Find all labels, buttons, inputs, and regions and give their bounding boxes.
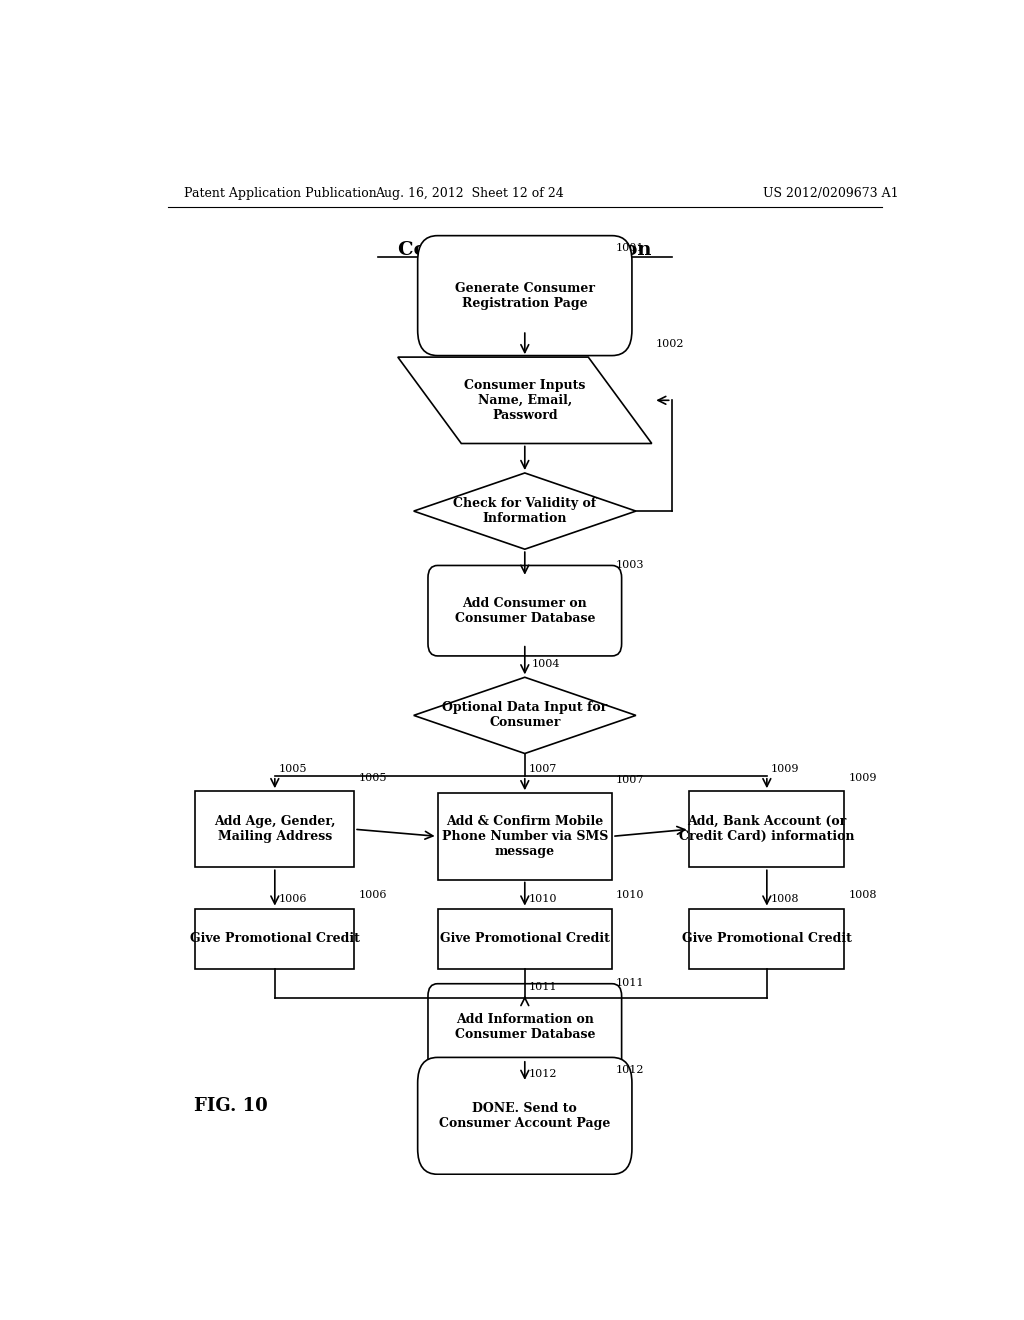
Text: Consumer Registration: Consumer Registration [398, 240, 651, 259]
Text: Consumer Inputs
Name, Email,
Password: Consumer Inputs Name, Email, Password [464, 379, 586, 422]
Text: 1006: 1006 [358, 891, 387, 900]
Text: 1003: 1003 [616, 560, 644, 569]
Text: 1009: 1009 [848, 774, 877, 783]
Bar [437, 908, 612, 969]
Text: 1010: 1010 [528, 895, 557, 904]
Text: 1007: 1007 [528, 764, 557, 774]
Text: DONE. Send to
Consumer Account Page: DONE. Send to Consumer Account Page [439, 1102, 610, 1130]
Text: 1011: 1011 [528, 982, 557, 991]
FancyBboxPatch shape [428, 565, 622, 656]
Text: Add & Confirm Mobile
Phone Number via SMS
message: Add & Confirm Mobile Phone Number via SM… [441, 814, 608, 858]
Text: Optional Data Input for
Consumer: Optional Data Input for Consumer [442, 701, 607, 730]
Text: Aug. 16, 2012  Sheet 12 of 24: Aug. 16, 2012 Sheet 12 of 24 [375, 187, 563, 201]
Text: 1005: 1005 [358, 774, 387, 783]
FancyBboxPatch shape [428, 983, 622, 1071]
Text: 1004: 1004 [531, 659, 560, 669]
Bar [689, 791, 844, 867]
Text: Add, Bank Account (or
Credit Card) information: Add, Bank Account (or Credit Card) infor… [679, 816, 855, 843]
Text: Patent Application Publication: Patent Application Publication [183, 187, 376, 201]
Bar [437, 793, 612, 879]
Bar [689, 908, 844, 969]
Text: 1008: 1008 [771, 895, 800, 904]
Text: FIG. 10: FIG. 10 [195, 1097, 268, 1114]
Polygon shape [397, 358, 652, 444]
Text: Give Promotional Credit: Give Promotional Credit [682, 932, 852, 945]
Text: 1008: 1008 [848, 891, 877, 900]
Text: US 2012/0209673 A1: US 2012/0209673 A1 [763, 187, 898, 201]
Text: Add Age, Gender,
Mailing Address: Add Age, Gender, Mailing Address [214, 816, 336, 843]
Text: 1002: 1002 [655, 339, 684, 348]
Text: 1011: 1011 [616, 978, 644, 987]
Text: 1001: 1001 [616, 243, 644, 253]
Text: 1012: 1012 [616, 1065, 644, 1074]
Text: 1006: 1006 [279, 895, 307, 904]
Text: Add Consumer on
Consumer Database: Add Consumer on Consumer Database [455, 597, 595, 624]
Text: Generate Consumer
Registration Page: Generate Consumer Registration Page [455, 281, 595, 310]
Text: Give Promotional Credit: Give Promotional Credit [189, 932, 359, 945]
Text: Check for Validity of
Information: Check for Validity of Information [454, 498, 596, 525]
Polygon shape [414, 473, 636, 549]
FancyBboxPatch shape [418, 1057, 632, 1175]
Text: Give Promotional Credit: Give Promotional Credit [440, 932, 609, 945]
Bar [196, 908, 354, 969]
Text: 1005: 1005 [279, 764, 307, 774]
Text: Add Information on
Consumer Database: Add Information on Consumer Database [455, 1014, 595, 1041]
Text: 1009: 1009 [771, 764, 800, 774]
Text: 1012: 1012 [528, 1069, 557, 1078]
FancyBboxPatch shape [418, 236, 632, 355]
Bar [196, 791, 354, 867]
Polygon shape [414, 677, 636, 754]
Text: 1010: 1010 [616, 891, 644, 900]
Text: 1007: 1007 [616, 775, 644, 785]
